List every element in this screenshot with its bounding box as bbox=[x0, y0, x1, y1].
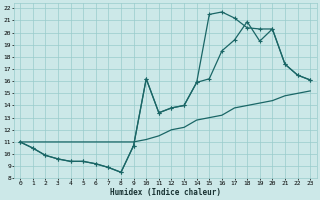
X-axis label: Humidex (Indice chaleur): Humidex (Indice chaleur) bbox=[110, 188, 220, 197]
